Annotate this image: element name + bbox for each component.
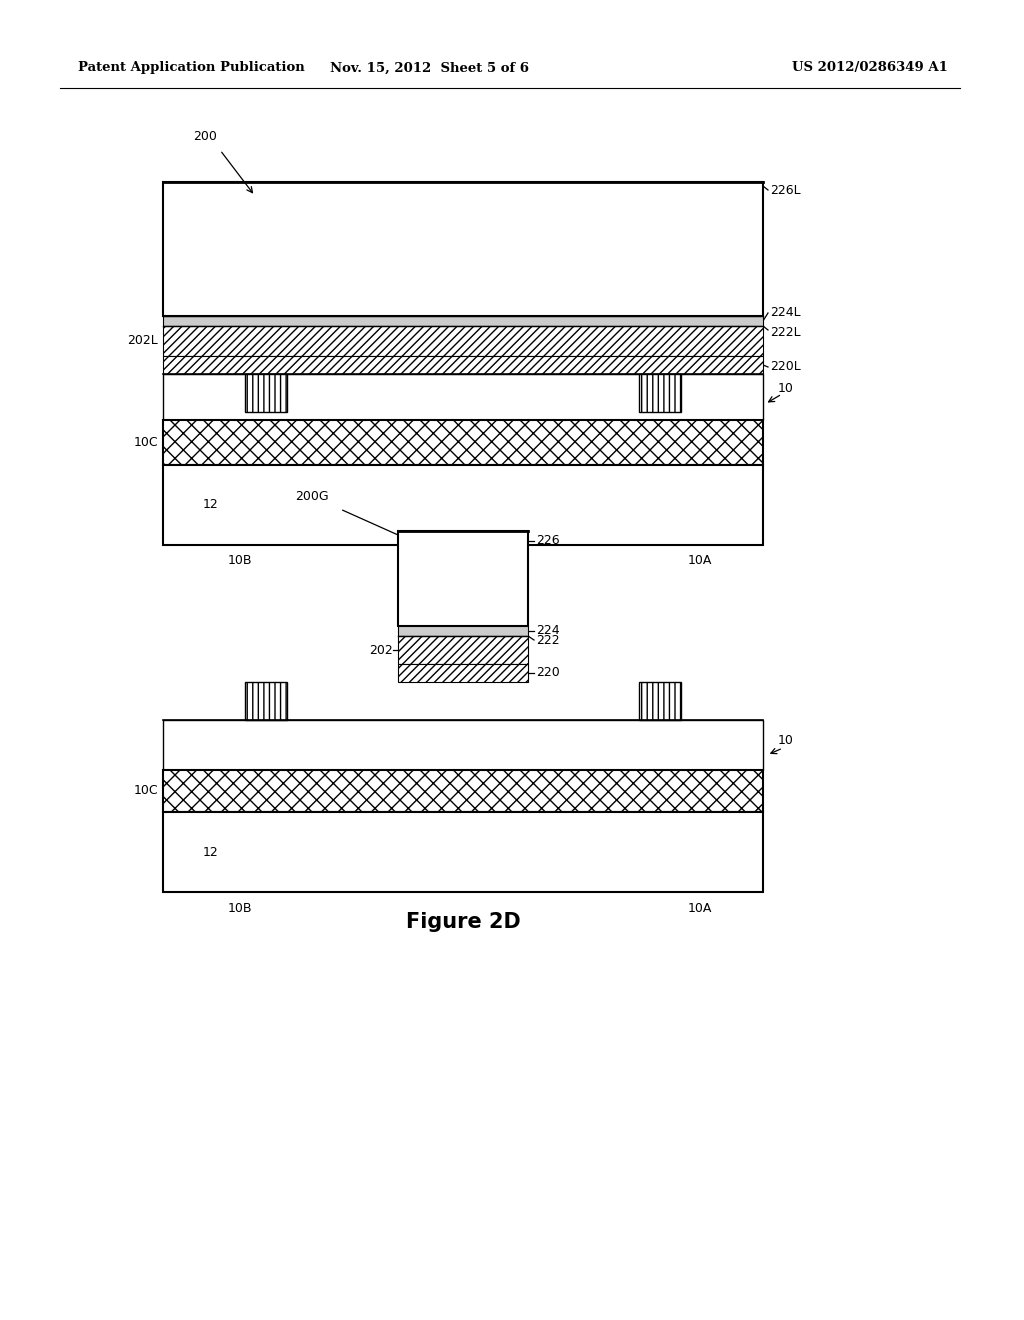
Text: Nov. 15, 2012  Sheet 5 of 6: Nov. 15, 2012 Sheet 5 of 6	[331, 62, 529, 74]
Bar	[639, 374, 681, 412]
Text: 10A: 10A	[688, 554, 712, 568]
Bar	[163, 315, 763, 326]
Bar	[398, 664, 528, 682]
Text: Figure 2C: Figure 2C	[407, 565, 519, 585]
Text: 226: 226	[536, 535, 560, 548]
Bar	[163, 374, 763, 420]
Bar	[398, 636, 528, 664]
Bar	[163, 356, 763, 374]
Text: 202L: 202L	[127, 334, 158, 347]
Text: 200: 200	[193, 131, 217, 144]
Text: US 2012/0286349 A1: US 2012/0286349 A1	[792, 62, 948, 74]
Bar	[398, 626, 528, 636]
Text: 226L: 226L	[770, 183, 801, 197]
Text: 222: 222	[536, 634, 560, 647]
Bar	[163, 812, 763, 892]
Text: 10B: 10B	[227, 902, 252, 915]
Text: 12: 12	[203, 846, 219, 858]
Bar	[163, 420, 763, 465]
Text: 10C: 10C	[133, 784, 158, 796]
Text: 10B: 10B	[227, 554, 252, 568]
Text: 220: 220	[536, 667, 560, 680]
Text: 224L: 224L	[770, 306, 801, 319]
Bar	[245, 682, 287, 719]
Text: 222L: 222L	[770, 326, 801, 338]
Bar	[245, 374, 287, 412]
Bar	[398, 531, 528, 626]
Text: 10: 10	[778, 734, 794, 747]
Text: Patent Application Publication: Patent Application Publication	[78, 62, 305, 74]
Text: 220L: 220L	[770, 360, 801, 374]
Bar	[163, 719, 763, 770]
Text: 200G: 200G	[295, 490, 329, 503]
Text: Figure 2D: Figure 2D	[406, 912, 520, 932]
Bar	[163, 326, 763, 356]
Bar	[163, 182, 763, 315]
Bar	[163, 465, 763, 545]
Text: 202: 202	[370, 644, 393, 656]
Text: 10: 10	[778, 383, 794, 396]
Bar	[163, 770, 763, 812]
Text: 224: 224	[536, 624, 560, 638]
Text: 10A: 10A	[688, 902, 712, 915]
Bar	[639, 682, 681, 719]
Text: 10C: 10C	[133, 436, 158, 449]
Text: 12: 12	[203, 499, 219, 511]
